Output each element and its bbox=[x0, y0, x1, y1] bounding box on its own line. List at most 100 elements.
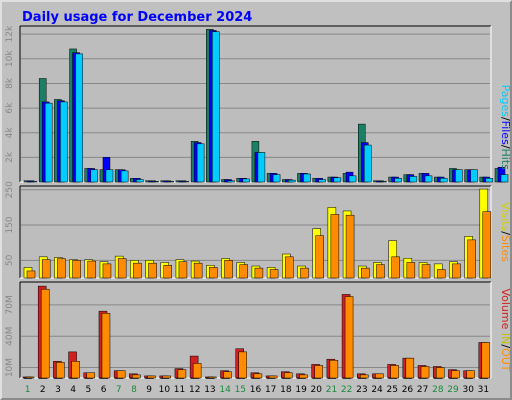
bar-out-15 bbox=[238, 351, 247, 379]
bar-out-11 bbox=[177, 369, 187, 379]
bar-pages-26 bbox=[409, 176, 418, 183]
bar-out-23 bbox=[360, 374, 369, 379]
x-tick-label-15: 15 bbox=[235, 385, 246, 395]
legend-panel2-part: Sites bbox=[499, 235, 512, 262]
bar-out-14 bbox=[223, 371, 232, 379]
bar-sites-30 bbox=[467, 239, 476, 279]
x-tick-label-6: 6 bbox=[101, 385, 107, 395]
bar-out-29 bbox=[451, 370, 460, 379]
legend-panel3-part: IN bbox=[499, 333, 512, 344]
bar-pages-7 bbox=[120, 170, 129, 183]
x-tick-label-29: 29 bbox=[447, 385, 459, 395]
y-tick-label-2-1: 150 bbox=[5, 216, 15, 233]
y-tick-label-2-2: 250 bbox=[5, 181, 15, 198]
bar-sites-21 bbox=[330, 214, 340, 279]
x-tick-label-5: 5 bbox=[86, 385, 92, 395]
bar-out-3 bbox=[56, 362, 65, 379]
bar-sites-11 bbox=[178, 261, 188, 279]
bar-out-9 bbox=[147, 375, 156, 379]
bar-sites-15 bbox=[239, 264, 248, 279]
bar-sites-6 bbox=[102, 263, 112, 279]
bar-pages-16 bbox=[257, 152, 266, 183]
x-tick-label-30: 30 bbox=[462, 385, 474, 395]
bar-sites-23 bbox=[361, 267, 370, 279]
bar-sites-10 bbox=[163, 265, 172, 279]
bar-out-4 bbox=[71, 361, 80, 379]
bar-out-17 bbox=[268, 375, 278, 379]
y-tick-label-2-0: 50 bbox=[5, 254, 15, 266]
bar-sites-20 bbox=[315, 235, 324, 279]
x-tick-label-24: 24 bbox=[371, 385, 383, 395]
bar-out-10 bbox=[162, 375, 171, 379]
bar-out-8 bbox=[132, 374, 141, 379]
legend-panel2-part: / bbox=[499, 231, 512, 235]
bar-out-2 bbox=[40, 288, 50, 379]
bar-sites-29 bbox=[452, 263, 461, 279]
x-tick-label-22: 22 bbox=[341, 385, 352, 395]
bar-sites-9 bbox=[148, 262, 157, 279]
y-tick-label-3-1: 40M bbox=[5, 327, 15, 346]
bar-pages-19 bbox=[303, 173, 311, 183]
bar-sites-17 bbox=[269, 269, 279, 279]
bar-pages-21 bbox=[333, 177, 342, 183]
x-tick-label-8: 8 bbox=[131, 385, 137, 395]
x-tick-label-14: 14 bbox=[219, 385, 231, 395]
bar-out-31 bbox=[481, 342, 491, 379]
x-tick-label-31: 31 bbox=[478, 385, 489, 395]
x-tick-label-2: 2 bbox=[40, 385, 46, 395]
y-tick-label-1-3: 8k bbox=[5, 77, 15, 89]
x-tick-label-19: 19 bbox=[295, 385, 307, 395]
x-tick-label-20: 20 bbox=[311, 385, 323, 395]
bar-out-7 bbox=[116, 370, 126, 379]
bar-pages-17 bbox=[272, 174, 281, 183]
x-tick-label-26: 26 bbox=[402, 385, 414, 395]
x-tick-label-16: 16 bbox=[250, 385, 262, 395]
bar-out-30 bbox=[466, 370, 475, 379]
bar-sites-13 bbox=[209, 267, 218, 279]
bar-out-18 bbox=[284, 372, 293, 379]
bar-pages-18 bbox=[288, 179, 296, 183]
bar-sites-31 bbox=[482, 211, 492, 279]
bar-pages-12 bbox=[196, 143, 205, 183]
x-tick-label-7: 7 bbox=[116, 385, 122, 395]
x-tick-label-10: 10 bbox=[159, 385, 171, 395]
bar-pages-11 bbox=[181, 181, 190, 183]
bar-pages-15 bbox=[242, 178, 250, 183]
x-tick-label-4: 4 bbox=[70, 385, 76, 395]
bar-pages-9 bbox=[151, 181, 159, 183]
legend-panel1-part: Pages bbox=[499, 85, 512, 118]
x-tick-label-13: 13 bbox=[204, 385, 215, 395]
bar-out-19 bbox=[299, 374, 308, 379]
x-tick-label-3: 3 bbox=[55, 385, 61, 395]
bar-sites-2 bbox=[41, 259, 51, 279]
bar-sites-19 bbox=[300, 267, 309, 279]
bar-pages-3 bbox=[60, 101, 68, 183]
bar-out-22 bbox=[344, 296, 354, 379]
x-tick-label-17: 17 bbox=[265, 385, 276, 395]
bar-pages-14 bbox=[227, 180, 235, 183]
y-tick-label-1-2: 6k bbox=[5, 102, 15, 114]
bar-sites-16 bbox=[254, 267, 264, 279]
bar-pages-27 bbox=[424, 175, 433, 183]
bar-sites-4 bbox=[72, 260, 81, 279]
bar-sites-24 bbox=[376, 264, 385, 279]
x-tick-label-12: 12 bbox=[189, 385, 200, 395]
bar-sites-27 bbox=[421, 264, 431, 279]
legend-panel1-part: _ bbox=[499, 169, 512, 176]
x-tick-label-28: 28 bbox=[432, 385, 444, 395]
bar-sites-22 bbox=[345, 214, 355, 279]
bar-pages-8 bbox=[136, 179, 144, 183]
y-tick-label-1-0: 2k bbox=[5, 151, 15, 163]
bar-pages-22 bbox=[348, 175, 357, 183]
x-tick-label-1: 1 bbox=[25, 385, 31, 395]
bar-sites-7 bbox=[117, 258, 127, 279]
bar-sites-5 bbox=[87, 260, 97, 279]
y-tick-label-1-1: 4k bbox=[5, 126, 15, 138]
x-tick-label-11: 11 bbox=[174, 385, 185, 395]
bar-sites-12 bbox=[193, 262, 203, 279]
bar-pages-30 bbox=[470, 169, 478, 183]
legend-panel3-part: OUT bbox=[499, 348, 512, 372]
bar-pages-29 bbox=[455, 169, 463, 183]
bar-sites-8 bbox=[133, 262, 142, 279]
